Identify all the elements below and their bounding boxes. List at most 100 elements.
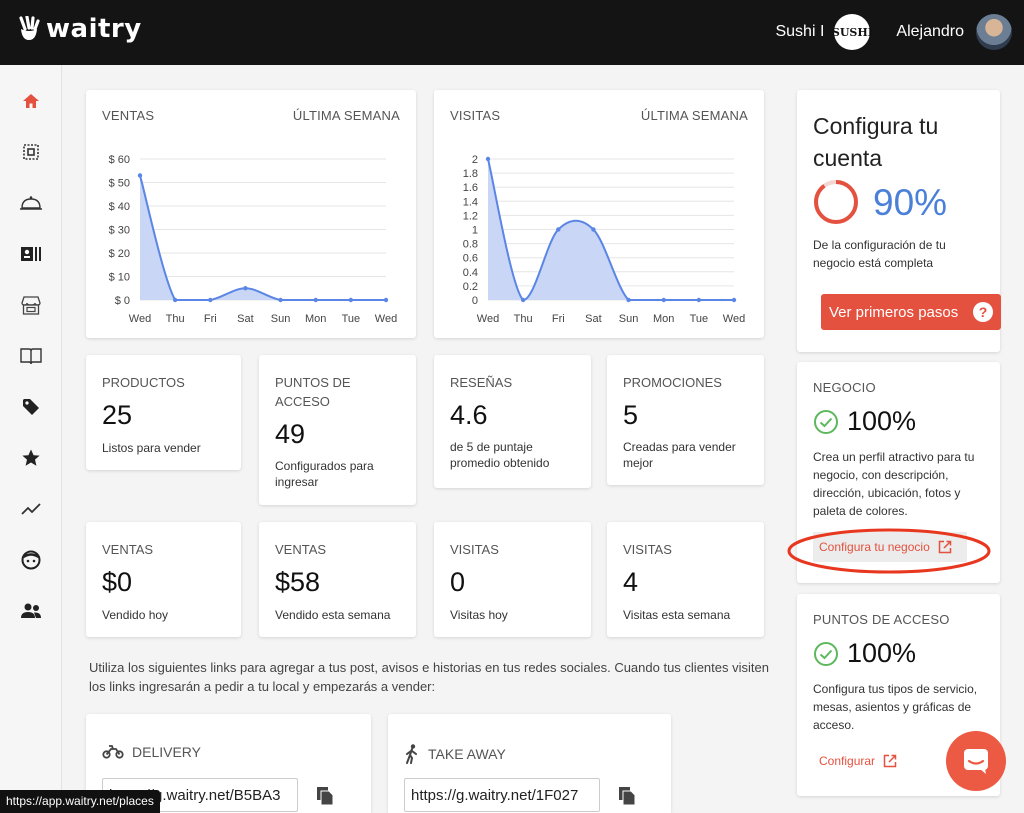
visits-chart-point: [661, 297, 666, 303]
check-circle-icon: [814, 409, 838, 434]
takeaway-link-card: TAKE AWAY: [388, 714, 671, 813]
sales-chart-card: VENTAS ÚLTIMA SEMANA $ 0 $ 10 $ 20 $ 30 $ 40…: [86, 90, 416, 338]
trending-icon: [21, 503, 41, 515]
stat-desc: Visitas hoy: [450, 608, 508, 622]
stat-label: VISITAS: [450, 542, 499, 557]
copy-icon[interactable]: [618, 786, 636, 806]
sales-chart-point: [208, 297, 213, 303]
visits-chart-xtick-label: Wed: [477, 313, 499, 325]
stat-value: $0: [102, 567, 133, 597]
open-in-new-icon: [938, 540, 951, 554]
stat-card-visitas-semana[interactable]: VISITAS 4 Visitas esta semana: [607, 522, 764, 637]
stat-desc: de 5 de puntaje promedio obtenido: [450, 440, 550, 470]
sidebar-item-stats[interactable]: [17, 495, 45, 523]
stat-value: 4: [623, 567, 639, 597]
setup-progress-ring: [814, 180, 858, 224]
links-info-text: Utiliza los siguientes links para agrega…: [89, 660, 769, 694]
stat-value: 49: [275, 419, 306, 449]
negocio-card: NEGOCIO 100% Crea un perfil atractivo pa…: [797, 362, 1000, 583]
stat-card-ventas-semana[interactable]: VENTAS $58 Vendido esta semana: [259, 522, 416, 637]
visits-chart-ytick-label: 1.2: [463, 210, 478, 222]
visits-chart-xtick-label: Tue: [690, 313, 709, 325]
sales-chart-xtick-label: Sun: [271, 313, 291, 325]
home-icon: [23, 94, 39, 108]
visits-chart-ytick-label: 0.6: [463, 253, 478, 265]
setup-percent: 90%: [873, 182, 948, 223]
help-icon[interactable]: ?: [973, 302, 993, 322]
configure-business-link[interactable]: Configura tu negocio: [813, 532, 967, 562]
avatar[interactable]: [976, 14, 1012, 50]
star-icon: [22, 449, 40, 466]
visits-chart-xtick-label: Fri: [552, 313, 565, 325]
sales-chart-point: [313, 297, 318, 303]
sidebar-item-promotions[interactable]: [17, 393, 45, 421]
sidebar-item-qr[interactable]: [17, 138, 45, 166]
chat-button[interactable]: [946, 731, 1006, 791]
top-bar: waitry Sushi I SUSHI Alejandro: [0, 0, 1024, 65]
stat-card-ventas-hoy[interactable]: VENTAS $0 Vendido hoy: [86, 522, 241, 637]
takeaway-url-input[interactable]: [404, 778, 600, 812]
sidebar-item-store[interactable]: [17, 291, 45, 319]
visits-chart-point: [485, 156, 491, 162]
sidebar-item-team[interactable]: [17, 597, 45, 625]
configure-access-link[interactable]: Configurar: [813, 746, 903, 776]
sales-chart-xtick-label: Thu: [166, 313, 185, 325]
sidebar-item-reviews[interactable]: [17, 444, 45, 472]
setup-desc: De la configuración de tu negocio está c…: [813, 238, 946, 270]
visits-chart-ytick-label: 0.2: [463, 281, 478, 293]
qr-code-icon: [23, 144, 39, 160]
face-icon: [21, 550, 41, 570]
sales-chart-xtick-label: Wed: [375, 313, 397, 325]
user-name[interactable]: Alejandro: [896, 23, 964, 40]
first-steps-label: Ver primeros pasos: [829, 303, 959, 321]
business-name[interactable]: Sushi I: [775, 23, 825, 40]
delivery-title: DELIVERY: [132, 744, 201, 760]
takeaway-title: TAKE AWAY: [428, 746, 506, 762]
stat-value: 4.6: [450, 400, 488, 430]
sales-chart-area: [140, 175, 386, 300]
sidebar-item-customers[interactable]: [17, 546, 45, 574]
visits-chart-point: [591, 227, 596, 232]
stat-card-visitas-hoy[interactable]: VISITAS 0 Visitas hoy: [434, 522, 591, 637]
copy-icon[interactable]: [316, 786, 334, 806]
stat-card-productos[interactable]: PRODUCTOS 25 Listos para vender: [86, 355, 241, 470]
setup-title: Configura tu cuenta: [813, 113, 939, 171]
stat-card-promociones[interactable]: PROMOCIONES 5 Creadas para vender mejor: [607, 355, 764, 485]
sales-chart-ytick-label: $ 20: [109, 248, 130, 260]
stat-card-resenas[interactable]: RESEÑAS 4.6 de 5 de puntaje promedio obt…: [434, 355, 591, 488]
stat-label: PRODUCTOS: [102, 375, 185, 390]
sales-chart-point: [278, 297, 283, 303]
stat-desc: Vendido hoy: [102, 608, 169, 622]
sidebar-item-menu[interactable]: [17, 342, 45, 370]
sales-chart-point: [137, 173, 143, 178]
sidebar-item-orders[interactable]: [17, 240, 45, 268]
sidebar-item-service[interactable]: [17, 189, 45, 217]
sales-chart-ytick-label: $ 30: [109, 225, 130, 237]
sidebar-item-home[interactable]: [17, 87, 45, 115]
stat-value: 0: [450, 567, 466, 597]
check-circle-icon: [814, 641, 838, 666]
business-logo[interactable]: SUSHI: [832, 14, 873, 50]
stat-desc: Visitas esta semana: [623, 608, 731, 622]
sales-chart-xtick-label: Wed: [129, 313, 151, 325]
sales-chart-xtick-label: Tue: [342, 313, 361, 325]
configure-access-label: Configurar: [819, 754, 876, 768]
stat-label: VISITAS: [623, 542, 672, 557]
first-steps-button[interactable]: Ver primeros pasos ?: [821, 294, 1001, 330]
stat-value: 5: [623, 400, 639, 430]
visits-chart-point: [520, 297, 526, 303]
setup-card: Configura tu cuenta 90% De la configurac…: [797, 90, 1001, 352]
visits-chart: 0 0.2 0.4 0.6 0.8 1 1.2 1.4 1.6 1.8 2 Wed Thu Fri Sat S…: [463, 154, 746, 325]
puntos-desc: Configura tus tipos de servicio, mesas, …: [813, 682, 978, 732]
stat-desc: Vendido esta semana: [275, 608, 391, 622]
visits-chart-ytick-label: 1: [472, 225, 478, 237]
stat-value: $58: [275, 567, 321, 597]
visits-chart-line: [487, 158, 734, 302]
sales-chart-ytick-label: $ 50: [109, 178, 130, 190]
visits-chart-xtick-label: Sun: [619, 313, 639, 325]
sales-chart-ytick-label: $ 40: [109, 201, 130, 213]
visits-chart-xtick-label: Mon: [653, 313, 674, 325]
stat-card-puntos[interactable]: PUNTOS DE ACCESO 49 Configurados para in…: [259, 355, 416, 505]
sales-chart-ytick-label: $ 10: [109, 272, 130, 284]
brand-logo[interactable]: waitry: [18, 14, 142, 44]
